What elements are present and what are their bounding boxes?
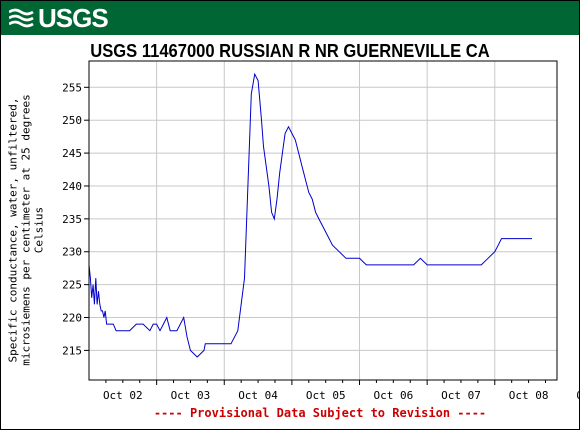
- plot-area: [89, 61, 557, 380]
- x-tick-label: Oct 07: [441, 389, 481, 402]
- usgs-banner: USGS: [1, 1, 579, 35]
- x-tick-label: Oct 02: [103, 389, 143, 402]
- y-tick-label: 235: [62, 213, 82, 226]
- usgs-logo-text: USGS: [38, 2, 109, 33]
- x-tick-label: Oct 04: [238, 389, 278, 402]
- x-tick-label: Oct 05: [306, 389, 346, 402]
- usgs-logo[interactable]: USGS: [9, 2, 109, 33]
- y-tick-label: 255: [62, 81, 82, 94]
- y-tick-label: 215: [62, 344, 82, 357]
- plot-border: [88, 60, 558, 381]
- y-tick-label: 240: [62, 180, 82, 193]
- provisional-notice: ---- Provisional Data Subject to Revisio…: [153, 406, 487, 420]
- x-tick-label: Oct 08: [509, 389, 549, 402]
- y-tick-label: 225: [62, 279, 82, 292]
- y-tick-label: 245: [62, 147, 82, 160]
- series-line: [88, 72, 532, 358]
- x-tick-label: Oct 03: [171, 389, 211, 402]
- x-tick-label: Oct 06: [373, 389, 413, 402]
- y-tick-label: 220: [62, 312, 82, 325]
- y-tick-label: 250: [62, 114, 82, 127]
- chart-title: USGS 11467000 RUSSIAN R NR GUERNEVILLE C…: [90, 41, 490, 61]
- y-tick-label: 230: [62, 246, 82, 259]
- usgs-wave-icon: [9, 8, 34, 28]
- x-tick-label: Oct 09: [576, 389, 580, 402]
